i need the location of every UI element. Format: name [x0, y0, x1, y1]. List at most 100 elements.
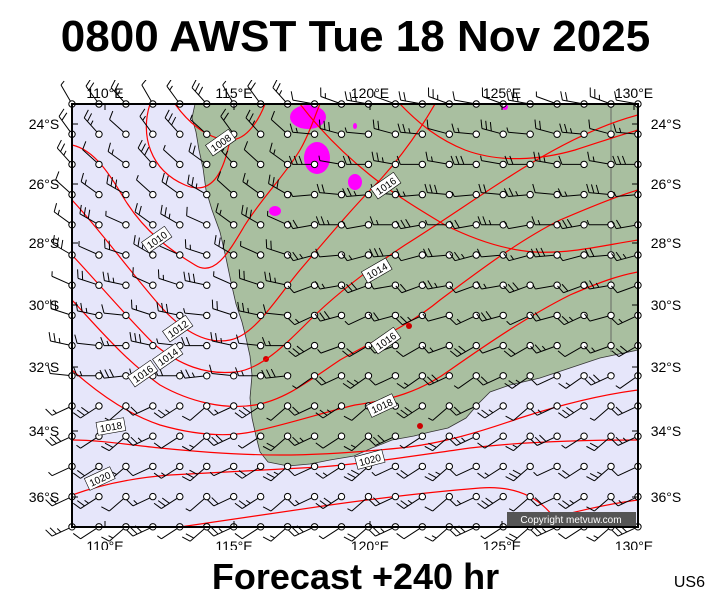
wind-barb: [428, 402, 453, 421]
wind-barb: [503, 251, 534, 262]
wind-barb: [477, 462, 507, 479]
wind-barb: [587, 151, 615, 169]
wind-barb: [206, 402, 238, 416]
rain-dot: [406, 323, 412, 329]
wind-barb: [107, 142, 130, 169]
isobar: [72, 271, 638, 436]
wind-barb: [558, 372, 588, 389]
wind-barb: [396, 155, 427, 169]
wind-barb: [102, 271, 130, 289]
wind-barb: [237, 432, 265, 449]
wind-barb: [272, 80, 292, 108]
wind-barb: [584, 372, 615, 386]
wind-barb: [287, 251, 319, 262]
wind-barb: [157, 269, 184, 289]
wind-barb: [395, 311, 427, 326]
wind-barb: [288, 341, 319, 358]
wind-barb: [101, 432, 130, 452]
wind-barb: [100, 337, 130, 350]
wind-barb: [315, 248, 346, 259]
wind-barb: [287, 219, 319, 230]
wind-barb: [368, 372, 400, 386]
wind-barb: [558, 492, 588, 510]
wind-barb: [449, 341, 480, 358]
rain-patch: [269, 206, 281, 216]
wind-barb: [341, 220, 373, 230]
wind-barb: [314, 310, 346, 322]
lon-label: 115°E: [215, 538, 252, 550]
wind-barb: [503, 220, 534, 230]
wind-barb: [506, 311, 534, 326]
wind-barb: [503, 187, 534, 199]
wind-barb: [530, 492, 561, 507]
wind-barb: [504, 155, 534, 169]
wind-barb: [530, 341, 561, 354]
wind-barb: [422, 372, 453, 386]
wind-barb: [139, 108, 157, 138]
wind-barb: [269, 142, 292, 169]
wind-barb: [423, 248, 453, 259]
wind-barb: [397, 123, 427, 138]
wind-barb: [477, 432, 507, 449]
wind-barb: [213, 271, 238, 289]
wind-barb: [449, 523, 480, 537]
wind-barb: [235, 334, 265, 350]
wind-barb: [181, 462, 211, 482]
wind-barb: [533, 151, 561, 169]
wind-barb: [56, 139, 76, 169]
wind-barb: [161, 172, 184, 199]
wind-barb: [424, 462, 453, 482]
wind-barb: [187, 174, 211, 199]
wind-barb: [422, 311, 453, 322]
wind-barb: [261, 337, 292, 350]
wind-barb: [206, 492, 238, 507]
wind-barb: [80, 172, 103, 199]
wind-barb: [557, 188, 588, 199]
wind-barb: [162, 144, 184, 169]
lat-label: 30°S: [651, 297, 682, 313]
lat-labels-right: 24°S 26°S 28°S 30°S 32°S 34°S 36°S: [651, 116, 682, 505]
wind-barb: [78, 241, 103, 259]
wind-barb: [58, 108, 76, 138]
wind-barb: [265, 239, 292, 259]
wind-barb: [74, 334, 103, 350]
lat-label: 28°S: [29, 235, 60, 251]
wind-barb: [292, 372, 319, 389]
wind-barb: [503, 281, 534, 294]
wind-barb: [268, 174, 292, 199]
wind-barb: [584, 311, 615, 322]
wind-barb: [371, 462, 400, 477]
wind-barb: [160, 204, 184, 229]
wind-barb: [262, 492, 292, 512]
wind-barb: [584, 341, 615, 354]
wind-barb: [153, 432, 184, 449]
lon-label: 125°E: [483, 538, 521, 550]
lat-label: 30°S: [29, 297, 60, 313]
lon-label: 115°E: [215, 85, 252, 101]
wind-barb: [533, 462, 561, 477]
wind-barb: [586, 462, 615, 482]
axis-ticks: [72, 104, 638, 527]
lat-label: 24°S: [651, 116, 682, 132]
wind-barb: [476, 372, 507, 386]
wind-barb: [341, 251, 373, 262]
wind-barb: [264, 271, 292, 289]
wind-barb: [530, 311, 561, 322]
wind-barb: [153, 492, 184, 510]
wind-barb: [314, 372, 346, 386]
wind-barb: [478, 341, 507, 354]
wind-barb: [105, 210, 130, 229]
wind-barb: [181, 402, 211, 421]
wind-barb: [530, 432, 561, 446]
wind-barb: [557, 218, 588, 230]
wind-barb: [396, 462, 427, 479]
wind-barb: [83, 109, 103, 138]
wind-barb: [181, 337, 211, 350]
wind-barb: [505, 462, 534, 482]
wind-barb: [422, 341, 453, 354]
wind-barb: [290, 190, 319, 199]
lat-labels-left: 24°S 26°S 28°S 30°S 32°S 34°S 36°S: [29, 116, 60, 505]
wind-barb: [270, 110, 292, 138]
wind-barb: [586, 492, 615, 512]
wind-barb: [532, 183, 561, 199]
